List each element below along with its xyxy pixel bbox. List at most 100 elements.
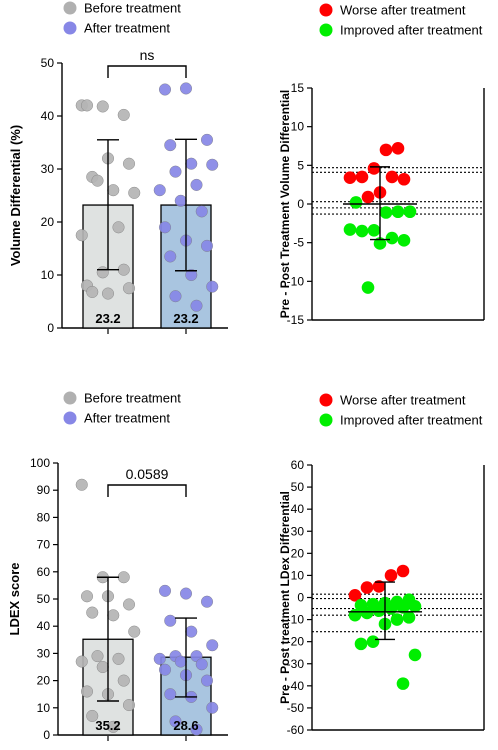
legend-label: Worse after treatment: [340, 393, 466, 408]
data-point: [117, 108, 130, 121]
legend-marker: [63, 411, 77, 425]
data-point: [158, 221, 171, 234]
worse-point: [391, 142, 405, 155]
data-point: [107, 609, 120, 622]
y-tick-label: 60: [291, 458, 305, 472]
bar-value-label: 23.2: [173, 311, 198, 326]
data-point: [86, 709, 99, 722]
data-point: [185, 157, 198, 170]
data-point: [169, 165, 182, 178]
y-tick-label: 40: [41, 109, 55, 123]
improved-point: [372, 604, 386, 618]
y-tick-label: 30: [37, 646, 51, 660]
legend-marker: [63, 21, 77, 35]
improved-point: [367, 223, 381, 237]
data-point: [195, 205, 208, 218]
data-point: [206, 280, 219, 293]
y-axis-label: Pre - Post Treatment Volume Differential: [278, 90, 292, 319]
data-point: [122, 598, 135, 611]
bar-value-label: 35.2: [95, 718, 120, 733]
data-point: [185, 269, 198, 282]
data-point: [117, 674, 130, 687]
y-tick-label: -10: [287, 613, 305, 627]
legend-marker: [319, 413, 333, 427]
data-point: [200, 595, 213, 608]
improved-point: [397, 234, 411, 247]
data-point: [75, 229, 88, 242]
improved-point: [354, 637, 368, 651]
y-tick-label: 10: [41, 268, 55, 282]
y-tick-label: 0: [297, 591, 304, 605]
improved-point: [379, 206, 393, 219]
improved-point: [373, 237, 387, 250]
data-point: [91, 174, 104, 187]
legend-label: Improved after treatment: [340, 413, 483, 428]
significance-bracket: [107, 484, 187, 497]
data-point: [200, 239, 213, 252]
y-tick-label: -60: [287, 723, 305, 737]
worse-point: [361, 190, 375, 204]
y-tick-label: -50: [287, 701, 305, 715]
worse-point: [360, 581, 374, 594]
improved-point: [403, 205, 417, 219]
data-point: [200, 674, 213, 687]
data-point: [80, 685, 93, 698]
y-tick-label: 50: [37, 592, 51, 606]
worse-point: [384, 569, 398, 582]
y-tick-label: 20: [291, 546, 305, 560]
data-point: [86, 285, 99, 298]
y-tick-label: -30: [287, 657, 305, 671]
worse-point: [348, 588, 362, 602]
data-point: [112, 652, 125, 665]
legend-label: After treatment: [84, 411, 170, 426]
data-point: [158, 584, 171, 597]
significance-bracket: [107, 65, 187, 78]
y-tick-label: 0: [297, 197, 304, 211]
data-point: [169, 290, 182, 303]
bar-value-label: 23.2: [95, 311, 120, 326]
improved-point: [408, 600, 422, 613]
worse-point: [367, 162, 381, 175]
y-axis-label: Pre - Post treatment LDex Differential: [278, 491, 292, 704]
data-point: [185, 625, 198, 638]
data-point: [164, 250, 177, 263]
data-point: [75, 478, 88, 491]
y-tick-label: 70: [37, 538, 51, 552]
data-point: [117, 263, 130, 276]
data-point: [153, 184, 166, 197]
significance-label: 0.0589: [126, 466, 169, 482]
improved-point: [361, 281, 375, 294]
worse-point: [396, 564, 410, 578]
improved-point: [391, 205, 405, 219]
data-point: [117, 571, 130, 584]
legend-marker: [63, 391, 77, 405]
improved-point: [349, 196, 363, 209]
data-point: [169, 715, 182, 728]
y-tick-label: -40: [287, 679, 305, 693]
y-tick-label: 15: [291, 81, 305, 95]
y-tick-label: 0: [43, 728, 50, 742]
y-tick-label: 90: [37, 483, 51, 497]
data-point: [158, 663, 171, 676]
data-point: [128, 186, 141, 199]
data-point: [128, 625, 141, 638]
data-point: [107, 184, 120, 197]
worse-point: [385, 170, 399, 184]
y-tick-label: 60: [37, 565, 51, 579]
y-tick-label: 30: [41, 162, 55, 176]
worse-point: [379, 143, 393, 157]
legend-marker: [319, 393, 333, 407]
data-point: [96, 100, 109, 113]
y-tick-label: 5: [297, 158, 304, 172]
data-point: [112, 221, 125, 234]
data-point: [190, 178, 203, 191]
worse-point: [372, 580, 386, 593]
legend-label: Before treatment: [84, 1, 181, 16]
difference-panel: Worse after treatment Improved after trea…: [278, 393, 485, 737]
data-point: [174, 194, 187, 207]
improved-point: [355, 224, 369, 238]
bar-panel: Before treatment After treatment 0 10 20 30 40…: [8, 1, 228, 335]
worse-point: [343, 171, 357, 185]
data-point: [158, 83, 171, 96]
improved-point: [390, 613, 404, 626]
